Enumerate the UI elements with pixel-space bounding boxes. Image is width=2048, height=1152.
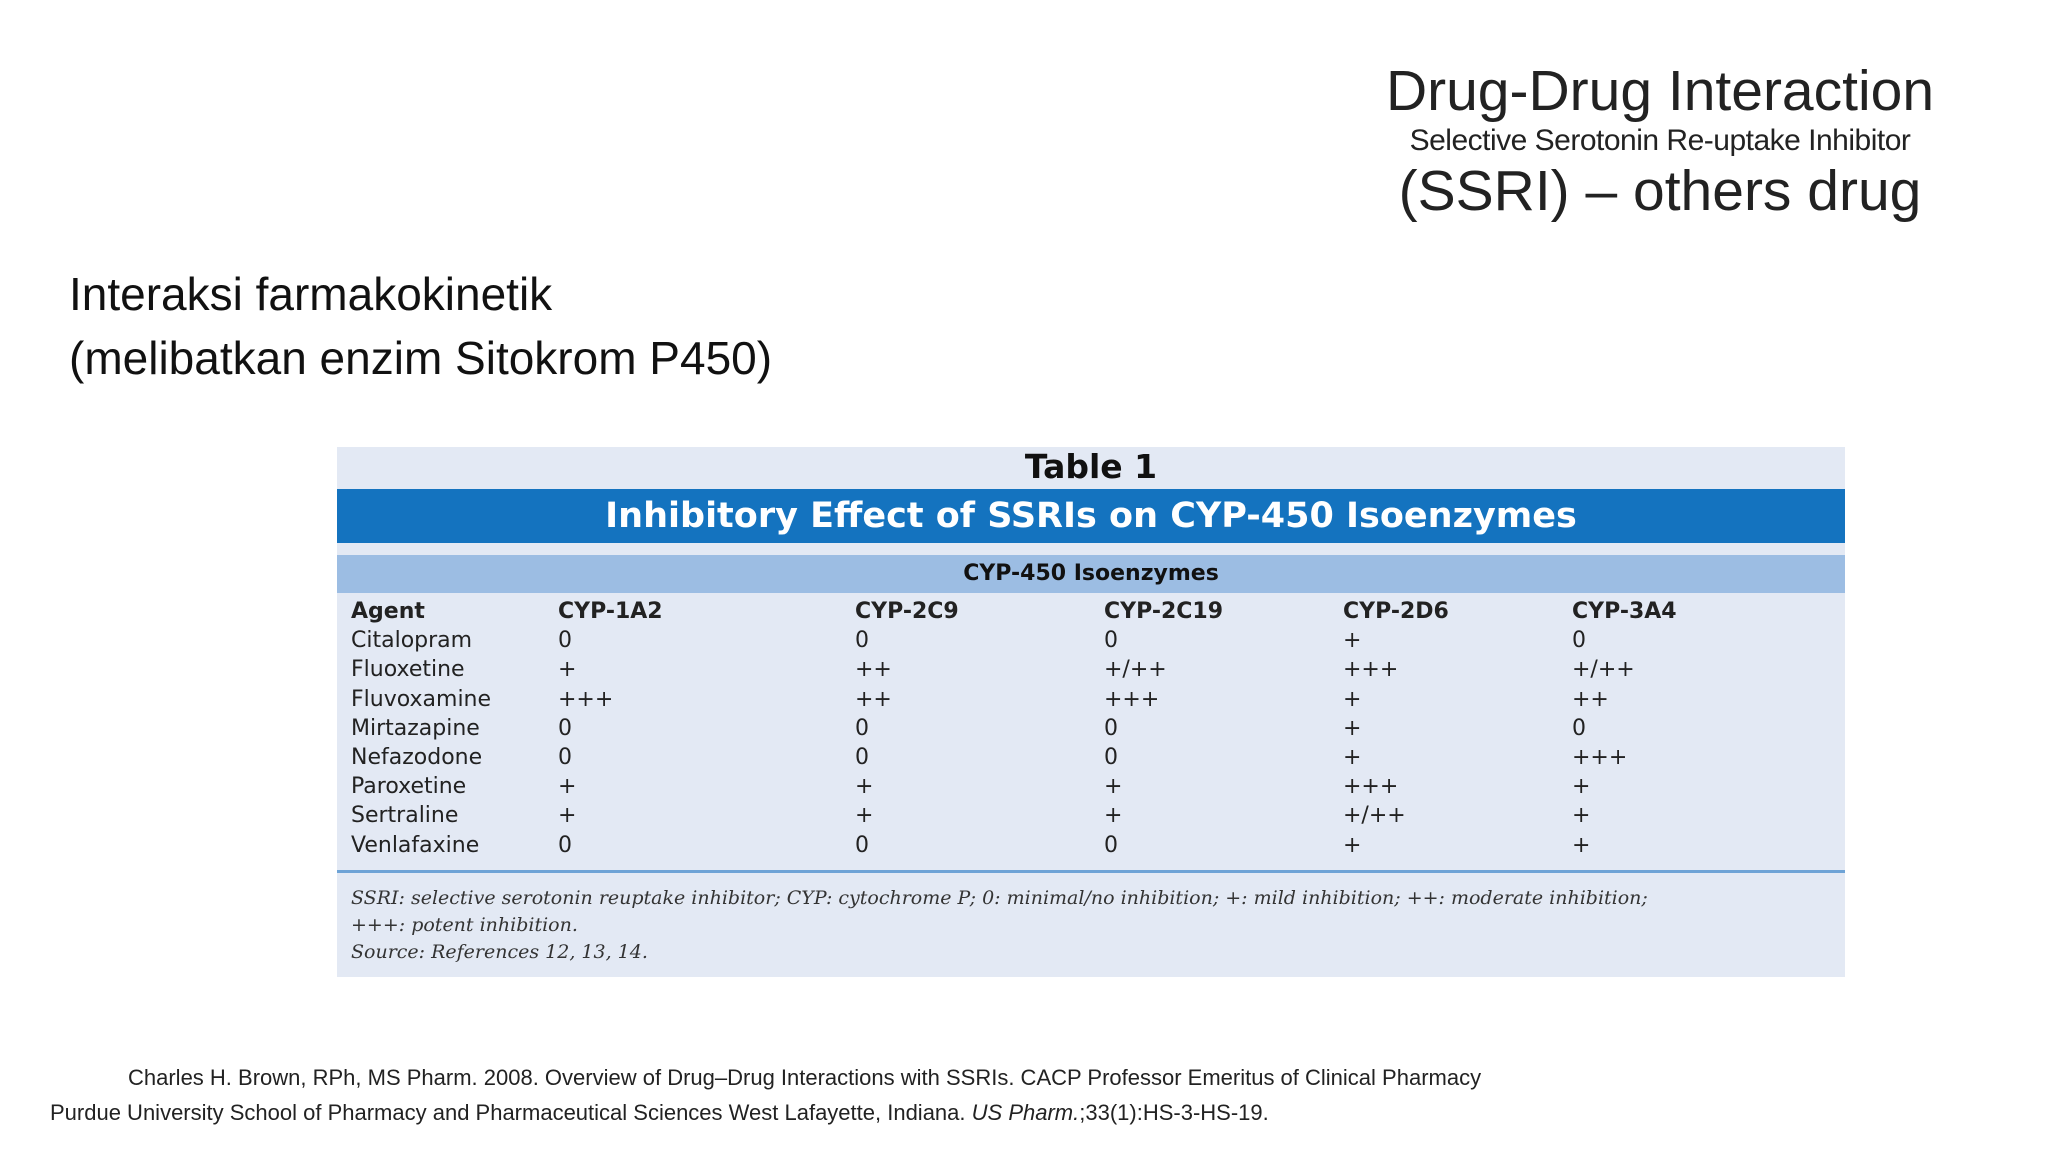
inhibition-cell: +: [1343, 744, 1362, 770]
inhibition-cell: +: [558, 774, 577, 800]
inhibition-cell: +: [1343, 832, 1362, 858]
agent-name-cell: Citalopram: [351, 628, 473, 654]
inhibition-cell: +/++: [1104, 657, 1167, 683]
inhibition-cell: +: [1104, 803, 1123, 829]
inhibition-cell: +: [1104, 774, 1123, 800]
column-header: CYP-3A4: [1572, 599, 1677, 624]
inhibition-cell: 0: [1104, 628, 1118, 654]
inhibition-cell: +/++: [1572, 657, 1635, 683]
table-divider: [337, 869, 1845, 873]
inhibition-cell: 0: [558, 832, 572, 858]
column-header: CYP-2C19: [1104, 599, 1224, 624]
table-footnote: SSRI: selective serotonin reuptake inhib…: [337, 873, 1845, 966]
agent-name-cell: Nefazodone: [351, 744, 483, 770]
table-row: Fluvoxamine +++ ++ +++ + ++: [337, 685, 1845, 714]
inhibition-cell: 0: [855, 628, 869, 654]
citation-line-2-end: ;33(1):HS-3-HS-19.: [1079, 1100, 1269, 1125]
inhibition-cell: 0: [855, 744, 869, 770]
inhibition-cell: +: [1343, 628, 1362, 654]
slide-title: Drug-Drug Interaction: [1385, 59, 1935, 123]
table-row: Citalopram 0 0 0 +0: [337, 626, 1845, 655]
column-header: CYP-1A2: [558, 599, 663, 624]
table-group-header: CYP-450 Isoenzymes: [337, 555, 1845, 593]
table-title-bar: Inhibitory Effect of SSRIs on CYP-450 Is…: [337, 489, 1845, 543]
footnote-line-2: +++: potent inhibition.: [351, 913, 578, 936]
table-row: Paroxetine + + + +++ +: [337, 772, 1845, 801]
column-header: Agent: [351, 599, 425, 624]
inhibition-cell: 0: [558, 715, 572, 741]
inhibition-cell: ++: [855, 686, 892, 712]
table-figure: Table 1 Inhibitory Effect of SSRIs on CY…: [337, 447, 1845, 977]
inhibition-cell: +: [558, 803, 577, 829]
inhibition-cell: 0: [855, 715, 869, 741]
table-row: Fluoxetine + ++ +/++ +++ +/++: [337, 655, 1845, 684]
inhibition-cell: +++: [1343, 774, 1399, 800]
citation-line-1: Charles H. Brown, RPh, MS Pharm. 2008. O…: [128, 1065, 1482, 1090]
agent-name-cell: Venlafaxine: [351, 832, 480, 858]
inhibition-cell: +: [1343, 686, 1362, 712]
inhibition-cell: ++: [855, 657, 892, 683]
inhibition-cell: +: [855, 774, 874, 800]
citation: Charles H. Brown, RPh, MS Pharm. 2008. O…: [50, 1060, 1700, 1130]
table-caption: Table 1: [1024, 447, 1158, 486]
inhibition-cell: 0: [1104, 832, 1118, 858]
inhibition-cell: +: [1343, 715, 1362, 741]
inhibition-cell: ++: [1572, 686, 1609, 712]
inhibition-cell: +: [1572, 774, 1591, 800]
inhibition-cell: +: [558, 657, 577, 683]
agent-name-cell: Fluvoxamine: [351, 686, 492, 712]
table-row: Mirtazapine 0 0 0 +0: [337, 714, 1845, 743]
footnote-line-1: SSRI: selective serotonin reuptake inhib…: [351, 886, 1648, 909]
table-row: Venlafaxine 0 0 0 + +: [337, 831, 1845, 860]
inhibition-cell: 0: [1104, 715, 1118, 741]
data-table: Agent CYP-1A2 CYP-2C9 CYP-2C19 CYP-2D6 CYP-3A…: [337, 597, 1845, 860]
inhibition-cell: 0: [1104, 744, 1118, 770]
inhibition-cell: +: [1572, 803, 1591, 829]
table-row: Nefazodone 0 0 0 + +++: [337, 743, 1845, 772]
agent-name-cell: Fluoxetine: [351, 657, 465, 683]
agent-name-cell: Mirtazapine: [351, 715, 480, 741]
inhibition-cell: 0: [1572, 628, 1586, 654]
agent-name-cell: Paroxetine: [351, 774, 467, 800]
heading-line-2: (melibatkan enzim Sitokrom P450): [69, 332, 773, 384]
inhibition-cell: +/++: [1343, 803, 1406, 829]
inhibition-cell: 0: [558, 744, 572, 770]
section-heading: Interaksi farmakokinetik (melibatkan enz…: [69, 262, 772, 390]
citation-line-2: Purdue University School of Pharmacy and…: [50, 1095, 1700, 1130]
inhibition-cell: 0: [558, 628, 572, 654]
inhibition-cell: +++: [1572, 744, 1628, 770]
inhibition-cell: +: [855, 803, 874, 829]
inhibition-cell: 0: [1572, 715, 1586, 741]
slide-title-block: Drug-Drug Interaction Selective Serotoni…: [1330, 58, 1990, 224]
inhibition-cell: +++: [1104, 686, 1160, 712]
slide-title-tail: (SSRI) – others drug: [1398, 159, 1922, 223]
citation-line-2-text: Purdue University School of Pharmacy and…: [50, 1100, 972, 1125]
inhibition-cell: +: [1572, 832, 1591, 858]
heading-line-1: Interaksi farmakokinetik: [69, 268, 553, 320]
inhibition-cell: +++: [558, 686, 614, 712]
column-header: CYP-2D6: [1343, 599, 1449, 624]
citation-journal: US Pharm.: [971, 1100, 1080, 1125]
table-row: Sertraline + + + +/++ +: [337, 801, 1845, 830]
column-header: CYP-2C9: [855, 599, 959, 624]
table-header-row: Agent CYP-1A2 CYP-2C9 CYP-2C19 CYP-2D6 CYP-3A…: [337, 597, 1845, 626]
inhibition-cell: 0: [855, 832, 869, 858]
inhibition-cell: +++: [1343, 657, 1399, 683]
footnote-source: Source: References 12, 13, 14.: [351, 940, 648, 963]
agent-name-cell: Sertraline: [351, 803, 459, 829]
slide-subtitle: Selective Serotonin Re-uptake Inhibitor: [1409, 124, 1911, 157]
